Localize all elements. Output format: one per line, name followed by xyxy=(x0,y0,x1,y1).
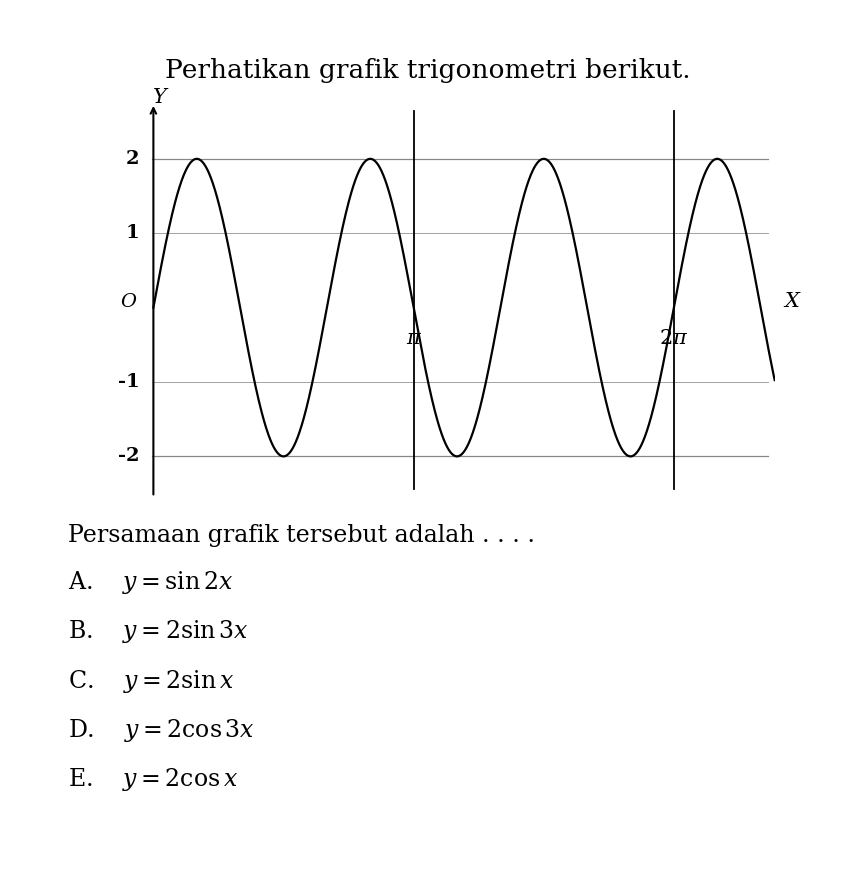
Text: $\pi$: $\pi$ xyxy=(406,329,422,349)
Text: A.    $y = \sin 2x$: A. $y = \sin 2x$ xyxy=(68,569,234,596)
Text: Perhatikan grafik trigonometri berikut.: Perhatikan grafik trigonometri berikut. xyxy=(165,58,691,83)
Text: -2: -2 xyxy=(118,447,140,465)
Text: $Y$: $Y$ xyxy=(152,89,169,108)
Text: $O$: $O$ xyxy=(120,293,138,311)
Text: B.    $y = 2 \sin 3x$: B. $y = 2 \sin 3x$ xyxy=(68,618,249,645)
Text: $X$: $X$ xyxy=(783,292,802,311)
Text: C.    $y = 2 \sin x$: C. $y = 2 \sin x$ xyxy=(68,668,235,694)
Text: 2: 2 xyxy=(126,150,140,168)
Text: Persamaan grafik tersebut adalah . . . .: Persamaan grafik tersebut adalah . . . . xyxy=(68,524,536,547)
Text: 1: 1 xyxy=(126,224,140,242)
Text: E.    $y = 2 \cos x$: E. $y = 2 \cos x$ xyxy=(68,766,239,793)
Text: D.    $y = 2 \cos 3x$: D. $y = 2 \cos 3x$ xyxy=(68,717,255,744)
Text: -1: -1 xyxy=(117,373,140,391)
Text: $2\pi$: $2\pi$ xyxy=(659,329,688,349)
